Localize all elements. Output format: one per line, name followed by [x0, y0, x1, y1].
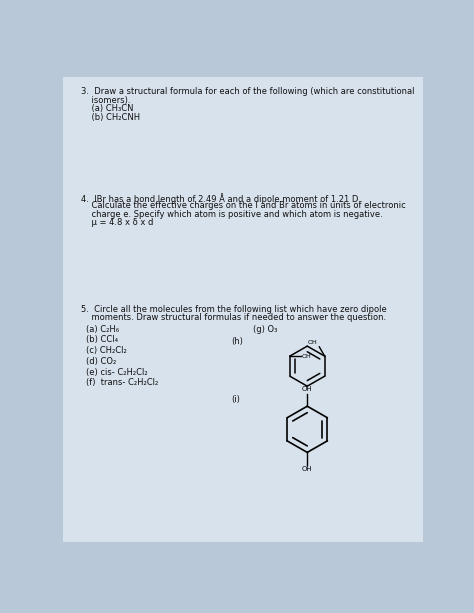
Text: (h): (h) — [231, 337, 243, 346]
Text: μ = 4.8 x δ x d: μ = 4.8 x δ x d — [81, 218, 153, 227]
Text: (f)  trans- C₂H₂Cl₂: (f) trans- C₂H₂Cl₂ — [86, 378, 159, 387]
Text: 5.  Circle all the molecules from the following list which have zero dipole: 5. Circle all the molecules from the fol… — [81, 305, 387, 314]
Text: (b) CCl₄: (b) CCl₄ — [86, 335, 118, 345]
Text: isomers).: isomers). — [81, 96, 130, 105]
Text: charge e. Specify which atom is positive and which atom is negative.: charge e. Specify which atom is positive… — [81, 210, 383, 219]
Text: 4.  IBr has a bond length of 2.49 Å and a dipole moment of 1.21 D.: 4. IBr has a bond length of 2.49 Å and a… — [81, 193, 361, 204]
Text: (i): (i) — [231, 395, 240, 403]
Text: (b) CH₂CNH: (b) CH₂CNH — [81, 113, 140, 122]
Text: OH: OH — [302, 386, 312, 392]
Text: moments. Draw structural formulas if needed to answer the question.: moments. Draw structural formulas if nee… — [81, 313, 386, 322]
FancyBboxPatch shape — [63, 77, 423, 542]
Text: OH: OH — [308, 340, 318, 345]
Text: (e) cis- C₂H₂Cl₂: (e) cis- C₂H₂Cl₂ — [86, 368, 148, 377]
Text: (a) CH₃CN: (a) CH₃CN — [81, 104, 134, 113]
Text: (a) C₂H₆: (a) C₂H₆ — [86, 324, 119, 333]
Text: Calculate the effective charges on the I and Br atoms in units of electronic: Calculate the effective charges on the I… — [81, 202, 406, 210]
Text: OH: OH — [302, 466, 312, 472]
Text: 3.  Draw a structural formula for each of the following (which are constitutiona: 3. Draw a structural formula for each of… — [81, 88, 414, 96]
Text: (g) O₃: (g) O₃ — [253, 324, 277, 333]
Text: (d) CO₂: (d) CO₂ — [86, 357, 117, 366]
Text: OH: OH — [301, 354, 311, 359]
Text: (c) CH₂Cl₂: (c) CH₂Cl₂ — [86, 346, 127, 355]
